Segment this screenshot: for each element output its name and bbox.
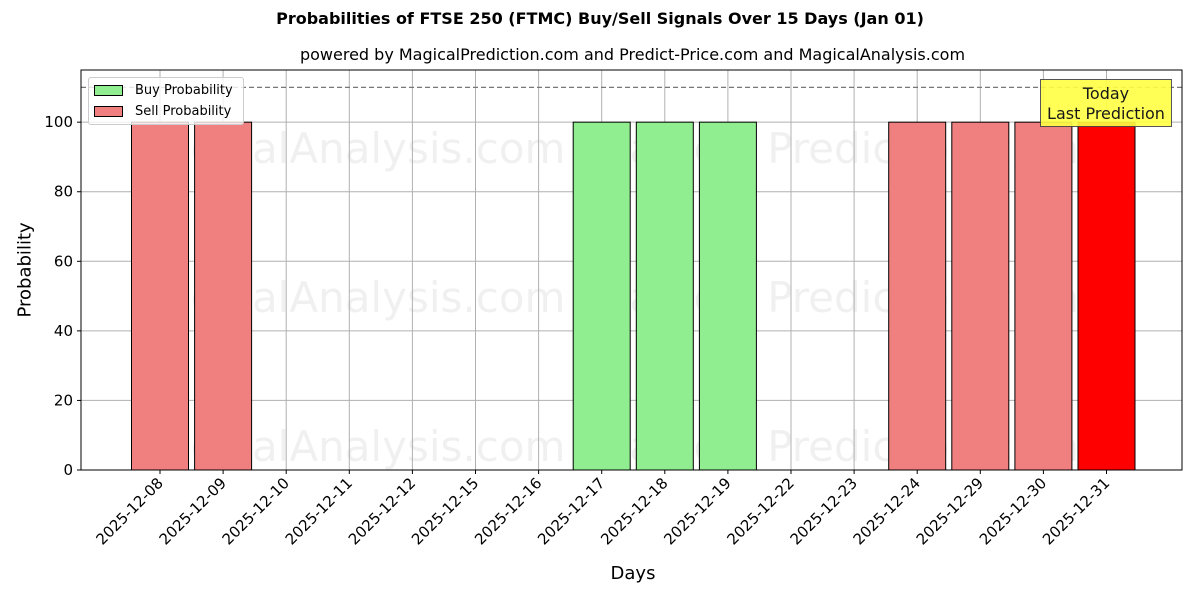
legend-item-sell: Sell Probability xyxy=(94,104,231,119)
x-tick-label: 2025-12-10 xyxy=(219,474,293,548)
watermark-text: MagicalAnalysis.com xyxy=(129,422,566,471)
last-prediction-label: Last Prediction xyxy=(1047,104,1165,123)
legend-item-buy: Buy Probability xyxy=(94,83,233,98)
legend-buy-label: Buy Probability xyxy=(135,83,233,98)
sell-bar xyxy=(194,121,253,471)
x-tick-label: 2025-12-30 xyxy=(976,474,1050,548)
today-sell-bar xyxy=(1077,121,1136,471)
legend-sell-label: Sell Probability xyxy=(135,104,232,119)
sell-bar xyxy=(951,121,1010,471)
x-tick-label: 2025-12-19 xyxy=(660,474,734,548)
x-tick-label: 2025-12-24 xyxy=(850,474,924,548)
chart-title: Probabilities of FTSE 250 (FTMC) Buy/Sel… xyxy=(276,9,924,28)
x-tick-label: 2025-12-08 xyxy=(92,474,166,548)
x-tick-label: 2025-12-31 xyxy=(1039,474,1113,548)
x-tick-label: 2025-12-09 xyxy=(156,474,230,548)
buy-bar xyxy=(572,121,631,471)
x-tick-label: 2025-12-15 xyxy=(408,474,482,548)
y-tick-label: 20 xyxy=(54,391,73,409)
x-tick-label: 2025-12-29 xyxy=(913,474,987,548)
x-tick-label: 2025-12-22 xyxy=(723,474,797,548)
buy-bar xyxy=(698,121,757,471)
watermark-text: MagicalAnalysis.com xyxy=(129,273,566,322)
buy-swatch-icon xyxy=(94,85,123,96)
sell-bar xyxy=(888,121,947,471)
y-tick-label: 60 xyxy=(54,252,73,270)
y-tick-label: 100 xyxy=(44,113,73,131)
today-label: Today xyxy=(1082,84,1130,103)
x-tick-label: 2025-12-12 xyxy=(345,474,419,548)
sell-swatch-icon xyxy=(94,106,123,117)
x-axis-label: Days xyxy=(610,563,656,584)
sell-bar xyxy=(1014,121,1073,471)
x-tick-label: 2025-12-11 xyxy=(282,474,356,548)
x-tick-label: 2025-12-18 xyxy=(597,474,671,548)
y-tick-label: 40 xyxy=(54,322,73,340)
x-tick-label: 2025-12-17 xyxy=(534,474,608,548)
today-annotation: Today Last Prediction xyxy=(1040,79,1172,127)
buy-bar xyxy=(635,121,694,471)
chart-subtitle: powered by MagicalPrediction.com and Pre… xyxy=(299,45,966,64)
sell-bar xyxy=(131,121,189,471)
y-tick-label: 0 xyxy=(63,461,73,479)
y-axis-label: Probability xyxy=(14,222,36,318)
y-tick-label: 80 xyxy=(54,183,73,201)
x-tick-label: 2025-12-23 xyxy=(787,474,861,548)
watermark-text: MagicalAnalysis.com xyxy=(129,124,566,173)
x-tick-label: 2025-12-16 xyxy=(471,474,545,548)
legend: Buy Probability Sell Probability xyxy=(88,77,244,125)
axes-frame xyxy=(80,69,1183,471)
